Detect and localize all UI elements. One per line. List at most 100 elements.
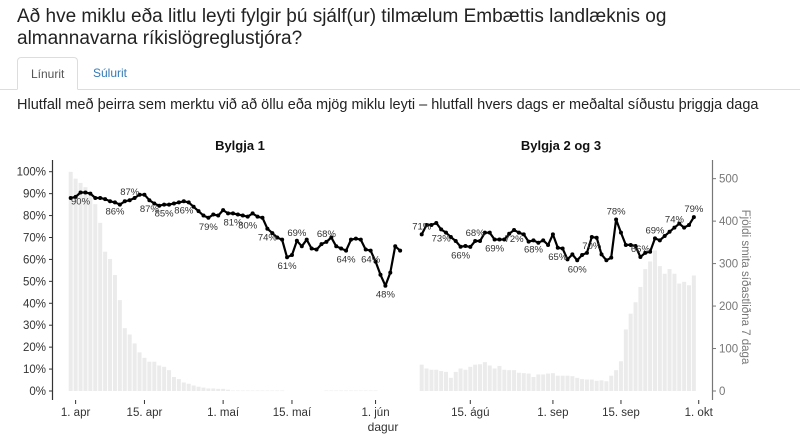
x-tick-label: 15. sep [602, 407, 640, 419]
count-bar [280, 390, 285, 392]
data-point [348, 237, 353, 242]
data-point [103, 197, 108, 202]
data-point [448, 235, 453, 240]
page-title: Að hve miklu eða litlu leyti fylgir þú s… [17, 6, 667, 49]
count-bar [502, 369, 507, 391]
data-point [112, 200, 117, 205]
data-point [614, 217, 619, 222]
data-point [142, 192, 147, 197]
data-label: 87% [120, 187, 140, 198]
count-bar [521, 373, 526, 391]
data-point [463, 244, 468, 249]
x-tick-label: 1. maí [207, 407, 240, 419]
count-bar [560, 375, 565, 391]
count-bar [196, 386, 201, 391]
tab-sulurit[interactable]: Súlurit [93, 66, 128, 80]
count-bar [103, 251, 108, 391]
count-bar [672, 273, 677, 391]
count-bar [584, 379, 589, 391]
count-bar [73, 178, 78, 391]
data-point [191, 204, 196, 209]
data-point [83, 190, 88, 195]
count-bar [487, 365, 492, 391]
data-label: 72% [505, 234, 525, 245]
y-tick-label: 40% [23, 298, 46, 310]
data-point [589, 235, 594, 240]
count-bar [507, 370, 512, 391]
count-bar [536, 374, 541, 391]
data-label: 69% [485, 243, 505, 254]
data-point [250, 211, 255, 216]
data-point [329, 235, 334, 240]
data-point [117, 202, 122, 207]
data-point [98, 196, 103, 201]
count-bar [546, 373, 551, 391]
count-bar [687, 285, 691, 391]
count-bar [555, 375, 560, 391]
count-bar [677, 283, 682, 391]
data-point [167, 202, 172, 207]
data-point [324, 239, 329, 244]
data-point [162, 202, 167, 207]
count-bar [122, 328, 127, 391]
x-tick-label: 1. apr [61, 407, 91, 419]
data-label: 60% [568, 264, 588, 275]
count-bar [492, 368, 497, 391]
y-tick-label: 30% [23, 320, 46, 332]
data-point [78, 190, 83, 195]
data-point [507, 231, 512, 236]
data-point [667, 229, 672, 234]
data-label: 87% [140, 204, 160, 215]
data-point [368, 248, 373, 253]
data-point [363, 247, 368, 252]
count-bar [191, 385, 196, 391]
data-point [541, 238, 546, 243]
count-bar [580, 379, 585, 391]
data-label: 74% [258, 233, 278, 244]
count-bar [152, 361, 157, 391]
data-point [393, 244, 398, 249]
count-bar [250, 390, 255, 392]
count-bar [614, 370, 619, 391]
data-point [434, 221, 439, 226]
count-bar [329, 390, 334, 392]
y2-tick-label: 200 [719, 301, 738, 313]
tab-linurit[interactable]: Línurit [17, 57, 79, 90]
data-label: 74% [665, 215, 685, 226]
data-point [478, 238, 483, 243]
chart-subtitle: Hlutfall með þeirra sem merktu við að öl… [17, 97, 759, 113]
count-bar [439, 371, 444, 391]
data-point [206, 215, 211, 220]
data-label: 70% [582, 241, 602, 252]
data-point [628, 242, 633, 247]
data-point [270, 231, 275, 236]
x-tick-label: 15. maí [273, 407, 312, 419]
count-bar [201, 387, 206, 391]
data-point [604, 258, 609, 263]
data-label: 73% [432, 233, 452, 244]
data-point [255, 214, 260, 219]
count-bar [468, 366, 473, 391]
data-point [429, 222, 434, 227]
data-point [216, 213, 221, 218]
count-bar [368, 390, 373, 392]
count-bar [565, 375, 570, 391]
data-point [289, 253, 294, 258]
data-point [531, 238, 536, 243]
data-label: 79% [684, 204, 704, 215]
x-tick-label: 15. ágú [451, 407, 489, 419]
data-point [171, 201, 176, 206]
count-bar [171, 376, 176, 391]
data-point [73, 194, 78, 199]
count-bar [628, 313, 633, 391]
count-bar [132, 343, 137, 391]
data-label: 90% [71, 197, 91, 208]
data-point [643, 250, 648, 255]
data-point [201, 213, 206, 218]
data-label: 80% [238, 221, 258, 232]
count-bar [344, 390, 349, 392]
count-bar [167, 370, 172, 391]
data-point [419, 232, 424, 237]
data-point [280, 237, 285, 242]
